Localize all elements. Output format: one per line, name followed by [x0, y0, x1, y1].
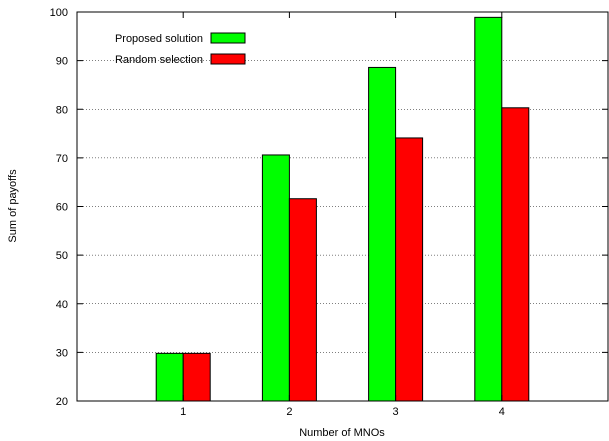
legend-label: Random selection — [115, 54, 203, 66]
y-tick-label: 60 — [56, 202, 68, 214]
bar-random-3 — [395, 137, 424, 402]
legend-swatch — [210, 32, 246, 44]
bar-proposed-2 — [261, 154, 290, 402]
y-tick-label: 100 — [50, 7, 68, 19]
y-tick-label: 70 — [56, 153, 68, 165]
x-tick-label: 1 — [180, 406, 186, 418]
y-axis-ticks: 20 30 40 50 60 70 80 90 100 — [50, 7, 608, 408]
bar-proposed-1 — [155, 352, 184, 402]
bar-random-1 — [182, 352, 211, 402]
x-tick-label: 2 — [286, 406, 292, 418]
legend: Proposed solution Random selection — [115, 32, 246, 66]
y-tick-label: 30 — [56, 347, 68, 359]
bar-random-4 — [501, 107, 530, 402]
y-tick-label: 20 — [56, 396, 68, 408]
y-tick-label: 90 — [56, 56, 68, 68]
y-axis-title: Sum of payoffs — [7, 169, 19, 243]
x-axis-title: Number of MNOs — [299, 427, 385, 439]
y-tick-label: 50 — [56, 250, 68, 262]
legend-label: Proposed solution — [115, 33, 203, 45]
bar-random-2 — [288, 198, 317, 402]
x-tick-label: 4 — [499, 406, 505, 418]
x-tick-label: 3 — [393, 406, 399, 418]
bar-proposed-3 — [368, 66, 397, 402]
y-tick-label: 40 — [56, 299, 68, 311]
legend-swatch — [210, 53, 246, 65]
y-tick-label: 80 — [56, 104, 68, 116]
x-axis-ticks: 1 2 3 4 — [180, 12, 505, 418]
bar-proposed-4 — [474, 16, 503, 402]
plot-frame — [76, 11, 609, 402]
bars — [155, 16, 530, 402]
